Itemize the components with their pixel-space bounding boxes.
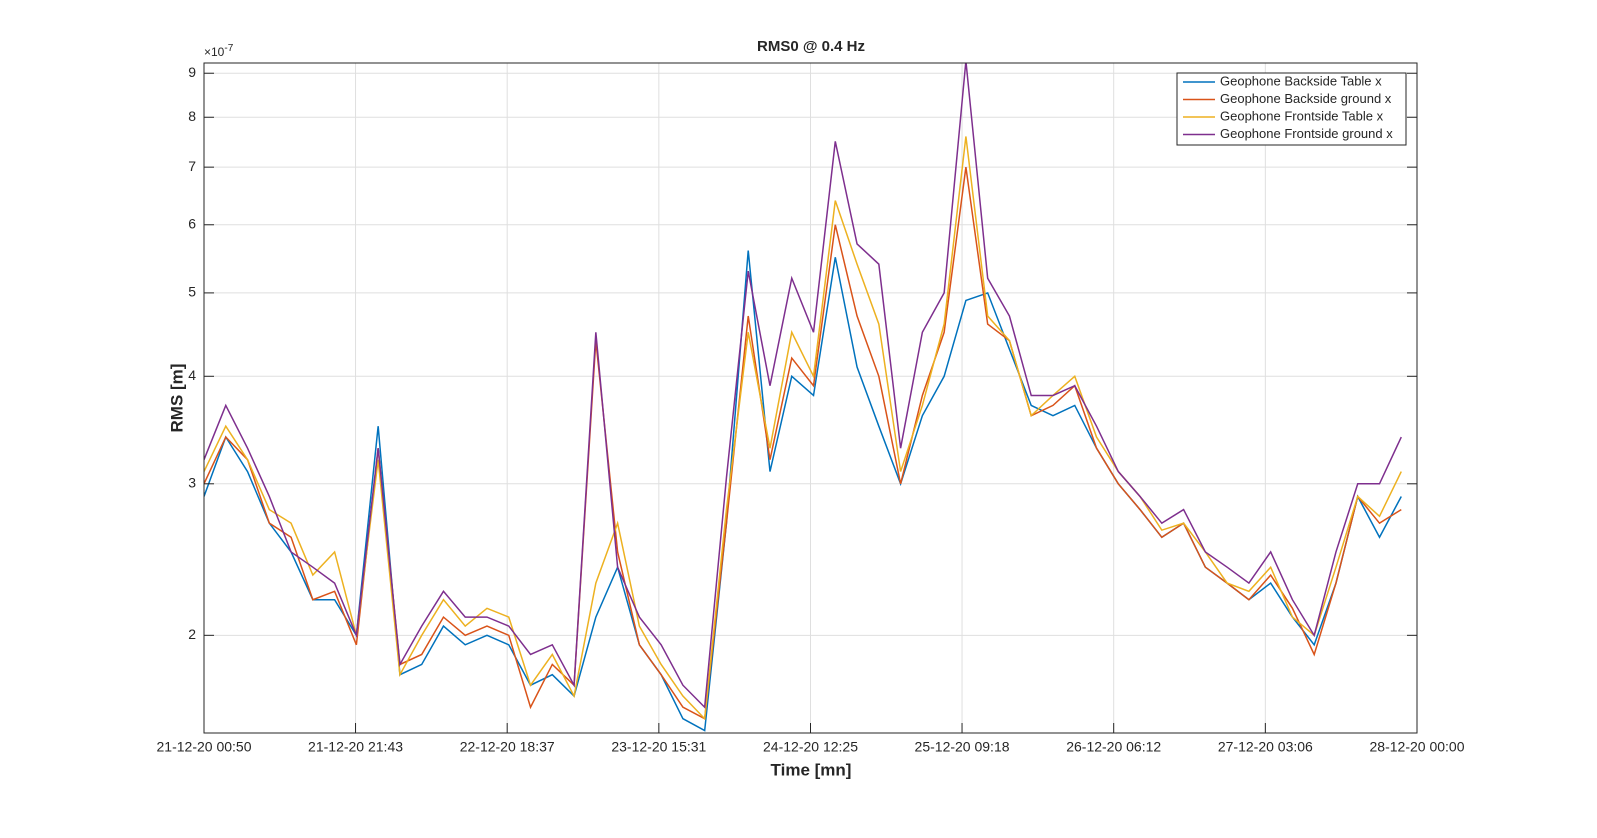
ticks: 21-12-20 00:50 21-12-20 21:43 22-12-20 18:… [157,64,1465,755]
x-tick-label: 21-12-20 21:43 [308,739,403,755]
legend-label: Geophone Frontside Table x [1220,108,1384,123]
y-tick-label: 4 [188,367,196,383]
chart-title: RMS0 @ 0.4 Hz [757,38,865,55]
y-tick-label: 5 [188,284,196,300]
series-line [204,167,1402,720]
legend: Geophone Backside Table x Geophone Backsi… [1176,72,1407,146]
y-multiplier: ×10-7 [204,43,234,60]
x-tick-label: 22-12-20 18:37 [460,739,555,755]
multiplier-exponent: -7 [224,43,233,54]
x-tick-label: 26-12-20 06:12 [1066,739,1161,755]
x-tick-label: 28-12-20 00:00 [1370,739,1465,755]
lines [204,63,1402,732]
y-axis-label: RMS [m] [167,364,186,433]
y-tick-label: 6 [188,215,196,231]
y-tick-label: 9 [188,64,196,80]
y-tick-label: 8 [188,108,196,124]
legend-label: Geophone Frontside ground x [1220,126,1393,141]
legend-box [1176,72,1407,146]
series-line [204,136,1402,721]
y-tick-label: 3 [188,475,196,491]
x-tick-label: 23-12-20 15:31 [611,739,706,755]
x-axis-label: Time [mn] [771,760,852,779]
y-tick-label: 7 [188,158,196,174]
legend-label: Geophone Backside ground x [1220,91,1392,106]
x-tick-label: 24-12-20 12:25 [763,739,858,755]
x-tick-label: 27-12-20 03:06 [1218,739,1313,755]
y-tick-label: 2 [188,626,196,642]
x-tick-label: 25-12-20 09:18 [915,739,1010,755]
x-tick-label: 21-12-20 00:50 [157,739,252,755]
series-line [204,63,1402,709]
multiplier-base: ×10 [204,45,225,59]
legend-label: Geophone Backside Table x [1220,73,1382,88]
